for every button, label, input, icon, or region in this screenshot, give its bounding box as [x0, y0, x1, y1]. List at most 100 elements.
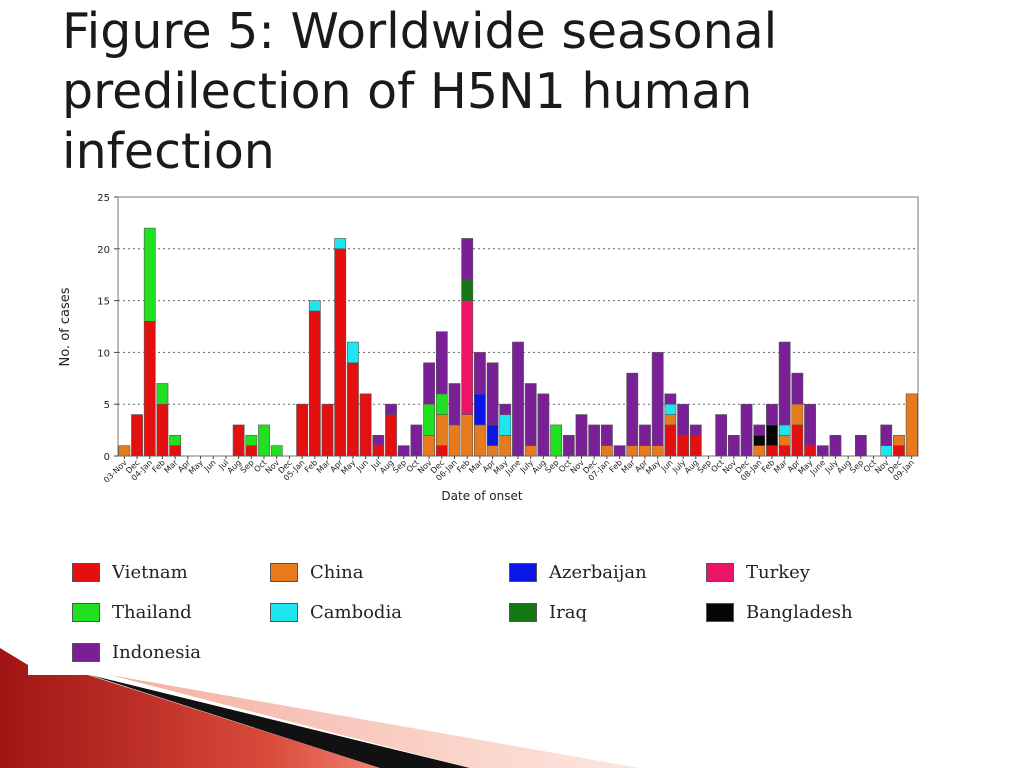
bar-segment-thailand [258, 424, 270, 457]
bar-segment-china [753, 445, 766, 457]
bar-segment-china [893, 434, 905, 446]
bar-segment-china [118, 445, 131, 457]
legend-label: Thailand [112, 601, 192, 623]
legend-swatch [270, 602, 298, 622]
bar-segment-thailand [245, 434, 258, 446]
bar-segment-indonesia [740, 403, 753, 457]
bar-segment-thailand [270, 445, 283, 457]
bar-segment-indonesia [664, 393, 677, 405]
legend-swatch [270, 562, 298, 582]
bar-segment-vietnam [435, 445, 448, 457]
bar-segment-indonesia [816, 445, 829, 457]
x-tick-label: Jun [202, 458, 218, 474]
legend-swatch [72, 562, 100, 582]
bar-segment-indonesia [385, 403, 397, 415]
slide-title: Figure 5: Worldwide seasonal predilectio… [62, 3, 778, 180]
bar-segment-china [664, 414, 677, 426]
bar-segment-china [639, 445, 651, 457]
bar-segment-china [651, 445, 664, 457]
bar-segment-cambodia [499, 414, 512, 436]
bar-segment-indonesia [474, 352, 486, 395]
bar-segment-thailand [143, 227, 156, 322]
chart-bars [118, 227, 918, 457]
bar-segment-indonesia [372, 434, 385, 446]
bar-segment-cambodia [308, 300, 321, 312]
bar-segment-bangladesh [766, 424, 778, 446]
bar-segment-iraq [461, 279, 474, 301]
bar-segment-indonesia [689, 424, 702, 436]
legend-label: China [310, 561, 364, 583]
x-tick-label: Jun [354, 458, 370, 474]
bar-segment-china [601, 445, 613, 457]
legend-item-vietnam: Vietnam [72, 560, 188, 584]
bar-segment-indonesia [562, 434, 575, 457]
bar-segment-vietnam [334, 248, 347, 457]
bar-segment-indonesia [588, 424, 601, 457]
bar-segment-vietnam [677, 434, 689, 457]
legend-item-cambodia: Cambodia [270, 600, 402, 624]
legend-swatch [509, 602, 537, 622]
bar-segment-vietnam [664, 424, 677, 457]
bar-segment-vietnam [131, 414, 143, 457]
legend-label: Azerbaijan [549, 561, 647, 583]
bar-segment-vietnam [245, 445, 258, 457]
bar-segment-china [448, 424, 461, 457]
legend-item-bangladesh: Bangladesh [706, 600, 853, 624]
bar-segment-indonesia [778, 341, 791, 426]
bar-segment-vietnam [893, 445, 905, 457]
bar-segment-indonesia [613, 445, 626, 457]
bar-segment-indonesia [461, 238, 474, 281]
bar-segment-china [474, 424, 486, 457]
legend-swatch [72, 642, 100, 662]
legend-item-indonesia: Indonesia [72, 640, 201, 664]
bar-segment-vietnam [232, 424, 245, 457]
bar-segment-thailand [550, 424, 562, 457]
legend-item-turkey: Turkey [706, 560, 810, 584]
bar-segment-indonesia [880, 424, 893, 446]
bar-segment-indonesia [448, 383, 461, 426]
bar-chart: 0 5 10 15 20 25 03-NovDec04-JanFebMarAprMayJu… [58, 193, 919, 503]
bar-segment-indonesia [639, 424, 651, 446]
bar-segment-vietnam [372, 445, 385, 457]
bar-segment-china [486, 445, 499, 457]
bar-segment-china [778, 434, 791, 446]
bar-segment-indonesia [727, 434, 740, 457]
bar-segment-indonesia [601, 424, 613, 446]
bar-segment-azerbaijan [486, 424, 499, 446]
legend-item-azerbaijan: Azerbaijan [509, 560, 647, 584]
bar-segment-indonesia [512, 341, 524, 457]
bar-segment-vietnam [321, 403, 334, 457]
bar-segment-indonesia [626, 372, 639, 446]
bar-segment-indonesia [829, 434, 842, 457]
bar-segment-china [626, 445, 639, 457]
bar-segment-indonesia [575, 414, 588, 457]
bar-segment-vietnam [791, 424, 804, 457]
pink-wedge [110, 675, 640, 768]
bar-segment-vietnam [804, 445, 816, 457]
y-tick-labels: 0 5 10 15 20 25 [97, 193, 110, 463]
bar-segment-china [423, 434, 435, 457]
bar-segment-cambodia [664, 403, 677, 415]
bar-segment-thailand [423, 403, 435, 436]
y-axis-title: No. of cases [58, 287, 73, 366]
bar-segment-china [791, 403, 804, 426]
y-tick-label: 20 [97, 245, 110, 256]
bar-segment-vietnam [385, 414, 397, 457]
bar-segment-indonesia [423, 362, 435, 405]
bar-segment-vietnam [143, 321, 156, 457]
bar-segment-china [499, 434, 512, 457]
y-tick-label: 10 [97, 348, 110, 359]
bar-segment-vietnam [766, 445, 778, 457]
bar-segment-azerbaijan [474, 393, 486, 426]
bar-segment-cambodia [778, 424, 791, 436]
bar-segment-indonesia [766, 403, 778, 426]
bar-segment-china [461, 414, 474, 457]
legend-item-china: China [270, 560, 363, 584]
legend-swatch [509, 562, 537, 582]
bar-segment-indonesia [753, 424, 766, 436]
legend-label: Indonesia [112, 641, 202, 663]
bar-segment-china [435, 414, 448, 446]
bar-segment-vietnam [359, 393, 372, 457]
legend-label: Iraq [549, 601, 587, 623]
